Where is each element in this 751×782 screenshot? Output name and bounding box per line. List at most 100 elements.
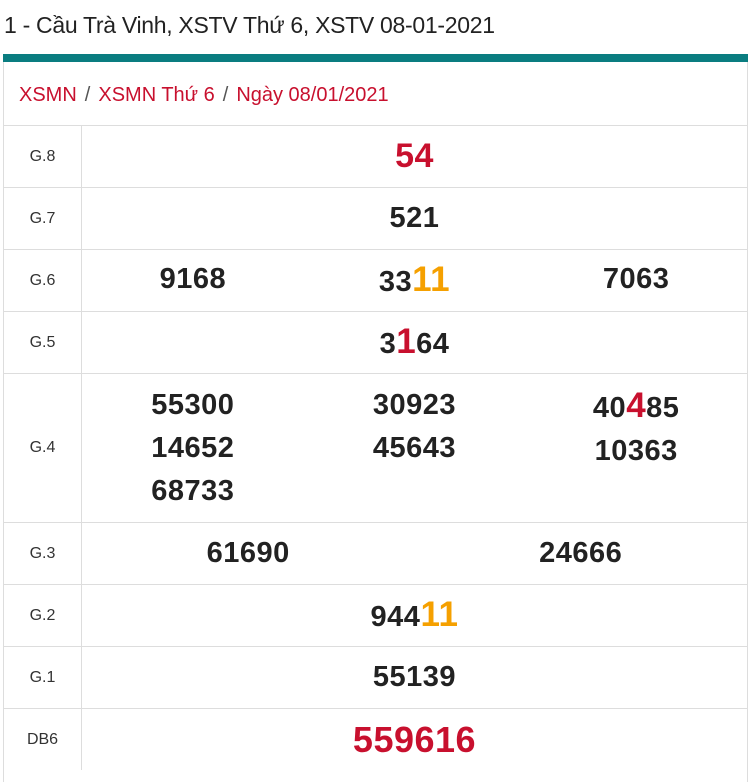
prize-number: 3311: [304, 258, 526, 304]
digits: 33: [378, 265, 413, 298]
digits: 9168: [159, 262, 227, 295]
prize-row: G.1 55139: [4, 646, 747, 709]
prize-columns: 55300 14652 68733 30923 45643 40485 10363: [82, 384, 747, 513]
highlighted-digits: 11: [412, 259, 451, 299]
prize-label: G.6: [4, 249, 82, 312]
prize-column: 7063: [525, 258, 747, 304]
prize-label: G.1: [4, 646, 82, 709]
prize-column: 40485 10363: [525, 384, 747, 513]
prize-label: G.4: [4, 373, 82, 523]
prize-row: G.3 61690 24666: [4, 522, 747, 585]
prize-row: G.8 54: [4, 125, 747, 188]
prize-row: G.5 3164: [4, 311, 747, 374]
prize-number: 521: [82, 197, 747, 240]
accent-bar: [3, 54, 748, 62]
prize-values: 55300 14652 68733 30923 45643 40485 10363: [81, 373, 747, 523]
results-table: G.8 54 G.7 521 G.6 9168 3311 7063 G.5 3164 G.4 5530…: [4, 125, 747, 770]
digits: 68733: [151, 474, 235, 507]
prize-columns: 54: [82, 135, 747, 178]
prize-column: 521: [82, 197, 747, 240]
prize-column: 559616: [82, 718, 747, 761]
prize-number: 14652: [82, 427, 304, 470]
prize-values: 54: [81, 125, 747, 188]
prize-number: 68733: [82, 470, 304, 513]
digits: 64: [416, 327, 450, 360]
prize-number: 45643: [304, 427, 526, 470]
prize-row: DB6 559616: [4, 708, 747, 770]
digits: 14652: [151, 431, 235, 464]
prize-label: DB6: [4, 708, 82, 770]
breadcrumb-date[interactable]: Ngày 08/01/2021: [236, 84, 389, 106]
prize-row: G.4 55300 14652 68733 30923 45643 40485 10363: [4, 373, 747, 523]
prize-number: 55139: [82, 656, 747, 699]
prize-row: G.2 94411: [4, 584, 747, 647]
prize-values: 94411: [81, 584, 747, 647]
digits: 55300: [151, 388, 235, 421]
breadcrumb-xsmn[interactable]: XSMN: [19, 84, 77, 106]
prize-column: 9168: [82, 258, 304, 304]
digits: 944: [370, 600, 421, 633]
prize-column: 54: [82, 135, 747, 178]
prize-number: 94411: [82, 593, 747, 639]
prize-number: 40485: [525, 384, 747, 430]
prize-number: 559616: [82, 718, 747, 761]
prize-columns: 9168 3311 7063: [82, 258, 747, 304]
breadcrumb-xsmn-thu6[interactable]: XSMN Thứ 6: [98, 84, 215, 106]
prize-column: 55300 14652 68733: [82, 384, 304, 513]
prize-number: 24666: [415, 532, 748, 575]
prize-columns: 521: [82, 197, 747, 240]
prize-values: 61690 24666: [81, 522, 747, 585]
digits: 24666: [539, 537, 623, 569]
results-panel: XSMN / XSMN Thứ 6 / Ngày 08/01/2021 G.8 54 G.7…: [3, 62, 748, 782]
prize-label: G.8: [4, 125, 82, 188]
digits: 40: [592, 391, 627, 424]
digits: 559616: [352, 719, 477, 760]
prize-label: G.3: [4, 522, 82, 585]
digits: 521: [389, 202, 440, 234]
prize-columns: 559616: [82, 718, 747, 761]
breadcrumb: XSMN / XSMN Thứ 6 / Ngày 08/01/2021: [19, 84, 389, 107]
prize-columns: 55139: [82, 656, 747, 699]
prize-columns: 61690 24666: [82, 532, 747, 575]
prize-column: 61690: [82, 532, 415, 575]
digits: 3: [379, 327, 397, 360]
prize-columns: 94411: [82, 593, 747, 639]
prize-column: 94411: [82, 593, 747, 639]
prize-number: 9168: [82, 258, 304, 301]
prize-values: 3164: [81, 311, 747, 374]
highlighted-digits: 1: [396, 321, 417, 361]
prize-values: 55139: [81, 646, 747, 709]
prize-values: 9168 3311 7063: [81, 249, 747, 312]
breadcrumb-separator: /: [84, 84, 91, 106]
prize-label: G.7: [4, 187, 82, 250]
prize-row: G.6 9168 3311 7063: [4, 249, 747, 312]
prize-number: 61690: [82, 532, 415, 575]
page-title: 1 - Cầu Trà Vinh, XSTV Thứ 6, XSTV 08-01…: [4, 12, 495, 38]
prize-row: G.7 521: [4, 187, 747, 250]
digits: 61690: [206, 537, 290, 569]
prize-label: G.2: [4, 584, 82, 647]
prize-column: 3311: [304, 258, 526, 304]
digits: 55139: [372, 661, 457, 693]
prize-number: 10363: [525, 430, 747, 473]
prize-columns: 3164: [82, 320, 747, 366]
prize-column: 24666: [415, 532, 748, 575]
prize-values: 559616: [81, 708, 747, 770]
digits: 85: [646, 391, 680, 424]
prize-column: 55139: [82, 656, 747, 699]
digits: 30923: [372, 388, 457, 421]
digits: 7063: [602, 262, 670, 295]
prize-number: 7063: [525, 258, 747, 301]
prize-values: 521: [81, 187, 747, 250]
prize-number: 54: [82, 135, 747, 178]
prize-number: 3164: [82, 320, 747, 366]
prize-column: 30923 45643: [304, 384, 526, 513]
digits: 54: [395, 137, 434, 175]
digits: 45643: [372, 431, 457, 464]
digits: 10363: [594, 434, 678, 467]
highlighted-digits: 4: [626, 385, 647, 425]
prize-number: 55300: [82, 384, 304, 427]
highlighted-digits: 11: [420, 594, 459, 634]
prize-label: G.5: [4, 311, 82, 374]
prize-number: 30923: [304, 384, 526, 427]
